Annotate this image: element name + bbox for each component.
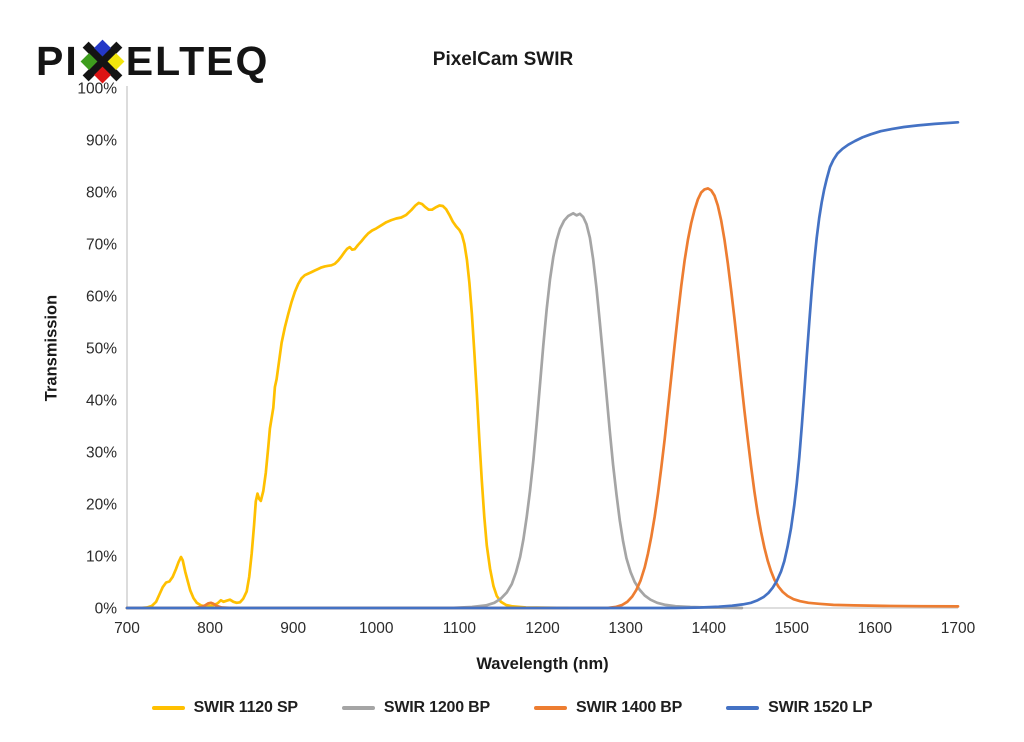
x-tick-label: 1700 (941, 620, 976, 637)
logo-text-elteq: ELTEQ (125, 37, 270, 84)
pixelteq-x-icon (80, 39, 125, 83)
series-line-swir-1120-sp (125, 201, 569, 610)
logo-diamond-yellow (107, 52, 125, 70)
y-tick-label: 100% (77, 81, 117, 98)
y-tick-label: 80% (86, 185, 117, 202)
series-line-swir-1400-bp (125, 187, 960, 610)
x-axis-title: Wavelength (nm) (476, 655, 609, 673)
legend-item-swir-1200-bp: SWIR 1200 BP (341, 699, 490, 717)
x-tick-label: 1300 (608, 620, 643, 637)
legend-label: SWIR 1400 BP (576, 699, 683, 716)
y-tick-label: 60% (86, 289, 117, 306)
chart-title: PixelCam SWIR (432, 49, 574, 70)
y-tick-label: 50% (86, 341, 117, 358)
legend-item-swir-1400-bp: SWIR 1400 BP (534, 699, 682, 717)
legend-item-swir-1120-sp: SWIR 1120 SP (151, 699, 299, 717)
x-tick-label: 1100 (443, 620, 477, 637)
y-tick-label: 20% (86, 497, 117, 514)
y-axis-title: Transmission (42, 294, 61, 402)
legend-swatch-swir-1200-bp (341, 706, 375, 710)
pixelteq-logo: PI ELTEQ (36, 38, 269, 84)
legend-swatch-swir-1400-bp (534, 706, 567, 710)
y-tick-label: 0% (95, 601, 118, 618)
logo-diamond-red (93, 66, 111, 83)
x-tick-label: 700 (114, 620, 140, 637)
logo-text-pi: PI (36, 37, 79, 84)
series-line-swir-1520-lp (125, 120, 960, 610)
legend: SWIR 1120 SP SWIR 1200 BP SWIR 1400 BP SWIR… (0, 699, 1024, 717)
logo-x-strokes (82, 41, 123, 81)
legend-label: SWIR 1200 BP (383, 699, 490, 716)
legend-swatch-swir-1520-lp (726, 706, 760, 710)
x-tick-label: 900 (280, 620, 306, 637)
legend-swatch-swir-1120-sp (151, 706, 185, 710)
x-tick-label: 1600 (858, 620, 893, 637)
x-tick-label: 1400 (691, 620, 726, 637)
logo-diamond-blue (93, 39, 111, 56)
y-tick-label: 40% (86, 393, 117, 410)
logo-diamond-green (80, 52, 98, 70)
y-tick-label: 90% (86, 133, 117, 150)
x-tick-label: 800 (197, 620, 223, 637)
y-tick-label: 30% (86, 445, 117, 462)
y-tick-label: 10% (86, 549, 117, 566)
legend-item-swir-1520-lp: SWIR 1520 LP (726, 699, 873, 717)
x-tick-label: 1200 (525, 620, 560, 637)
y-tick-label: 70% (86, 237, 117, 254)
x-tick-label: 1000 (359, 620, 394, 637)
legend-label: SWIR 1120 SP (193, 699, 299, 716)
x-tick-label: 1500 (775, 620, 810, 637)
legend-label: SWIR 1520 LP (768, 699, 873, 716)
